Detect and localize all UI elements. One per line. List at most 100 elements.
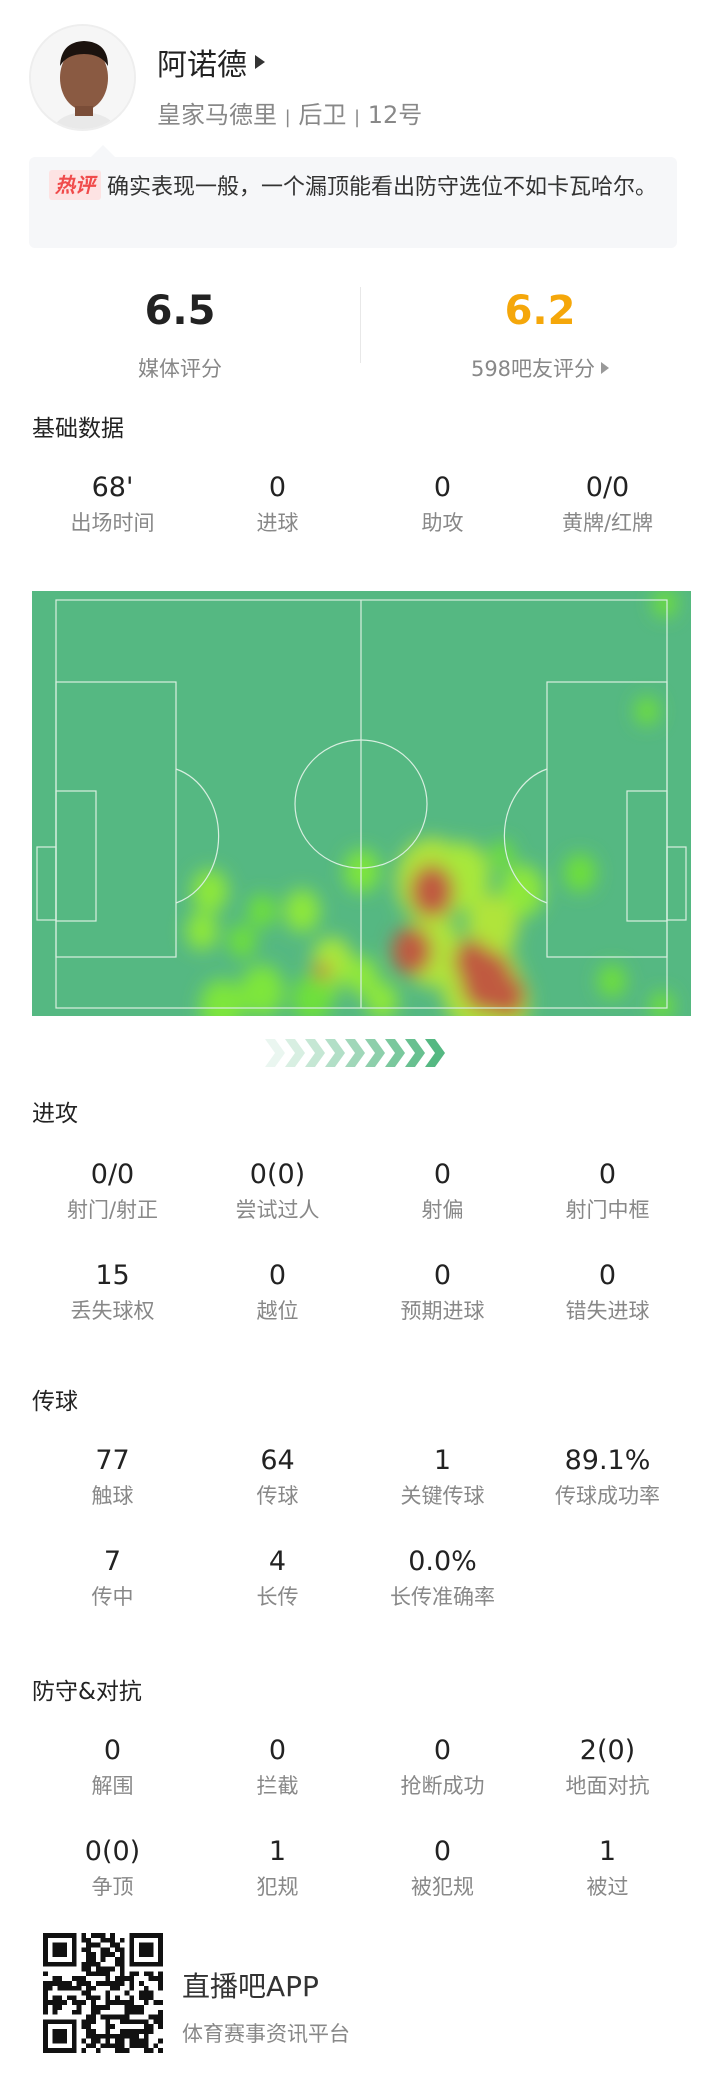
app-qr-code[interactable] [43,1933,163,2053]
separator: | [284,107,291,128]
chevron-right-icon [305,1039,325,1067]
stat-label: 出场时间 [70,511,155,535]
heat-blob [292,975,332,1016]
section-title-passing: 传球 [32,1389,78,1415]
stat-label: 越位 [256,1299,299,1323]
media-rating-value: 6.5 [144,288,216,334]
heat-blob [635,696,659,726]
heat-blob [228,924,256,958]
stat-value: 0 [433,472,452,503]
chevron-right-icon [425,1039,445,1067]
heat-blob [344,849,380,893]
stat-passing: 77 触球 [30,1445,195,1509]
stat-label: 尝试过人 [235,1198,320,1222]
chevron-right-icon [325,1039,345,1067]
defense-stats: 0 解围 0 拦截 0 抢断成功 2(0) 地面对抗 0(0) 争顶 1 犯规 0 被犯规 1 被过 [30,1735,690,1900]
heat-blob [248,894,276,928]
chevron-right-icon [405,1039,425,1067]
stat-defense: 1 犯规 [195,1836,360,1900]
basic-stats: 68' 出场时间 0 进球 0 助攻 0/0 黄牌/红牌 [30,472,690,536]
stat-label: 解围 [91,1774,134,1798]
chevron-right-icon [265,1039,285,1067]
player-name: 阿诺德 [157,48,247,83]
pitch-lines [36,599,687,1009]
hot-comment-text: 确实表现一般，一个漏顶能看出防守选位不如卡瓦哈尔。 [107,175,658,200]
stat-value: 1 [433,1445,452,1476]
stat-attack: 0/0 射门/射正 [30,1159,195,1223]
app-tagline: 体育赛事资讯平台 [182,2022,350,2046]
separator: | [354,107,361,128]
stat-value: 0 [598,1260,617,1291]
stat-value: 0.0% [408,1546,477,1577]
chevron-right-icon [385,1039,405,1067]
heat-blob [392,927,432,975]
hot-comment-badge: 热评 [49,170,101,200]
stat-label: 射偏 [421,1198,464,1222]
stat-value: 0/0 [90,1159,135,1190]
media-rating-label: 媒体评分 [138,357,222,381]
stat-value: 4 [268,1546,287,1577]
stat-label: 抢断成功 [400,1774,485,1798]
stat-passing: 64 传球 [195,1445,360,1509]
stat-defense: 0(0) 争顶 [30,1836,195,1900]
stat-value: 0 [268,1735,287,1766]
heat-blob [186,911,218,951]
stat-label: 错失进球 [565,1299,650,1323]
player-name-link[interactable]: 阿诺德 [157,40,265,84]
stat-value: 0/0 [585,472,630,503]
stat-label: 黄牌/红牌 [561,511,654,535]
stat-passing: 89.1% 传球成功率 [525,1445,690,1509]
stat-defense: 1 被过 [525,1836,690,1900]
caret-right-icon [255,55,265,69]
stat-label: 助攻 [421,511,464,535]
stat-basic: 0/0 黄牌/红牌 [525,472,690,536]
section-title-basic: 基础数据 [32,416,124,442]
stat-defense: 2(0) 地面对抗 [525,1735,690,1799]
stat-value: 89.1% [564,1445,651,1476]
heat-blob [192,869,228,913]
fan-rating[interactable]: 6.2 598吧友评分 [360,287,720,383]
chevron-right-icon [365,1039,385,1067]
stat-basic: 0 进球 [195,472,360,536]
stat-label: 传球 [256,1484,299,1508]
shirt-number: 12号 [367,101,423,129]
heat-blob [454,939,490,983]
stat-value: 68' [91,472,134,503]
heatmap-pitch [32,591,691,1016]
stat-label: 争顶 [91,1875,134,1899]
stat-passing: 4 长传 [195,1546,360,1610]
stat-value: 15 [95,1260,130,1291]
player-avatar[interactable] [29,24,136,131]
stat-value: 64 [260,1445,295,1476]
heat-blob [500,864,544,918]
stat-value: 0 [268,1260,287,1291]
heat-blob [240,964,284,1016]
stat-defense: 0 抢断成功 [360,1735,525,1799]
hot-comment[interactable]: 热评 确实表现一般，一个漏顶能看出防守选位不如卡瓦哈尔。 [29,145,677,248]
media-rating: 6.5 媒体评分 [0,287,360,383]
stat-defense: 0 拦截 [195,1735,360,1799]
stat-attack: 0(0) 尝试过人 [195,1159,360,1223]
stat-label: 关键传球 [400,1484,485,1508]
stat-label: 拦截 [256,1774,299,1798]
stat-label: 丢失球权 [70,1299,155,1323]
stat-label: 犯规 [256,1875,299,1899]
stat-value: 0 [598,1159,617,1190]
stat-attack: 0 射偏 [360,1159,525,1223]
stat-value: 1 [598,1836,617,1867]
stat-defense: 0 被犯规 [360,1836,525,1900]
stat-passing: 7 传中 [30,1546,195,1610]
stat-value: 0 [433,1836,452,1867]
stat-value: 0 [433,1159,452,1190]
attack-direction-arrows-icon [265,1039,445,1067]
stat-label: 进球 [256,511,299,535]
stat-passing: 0.0% 长传准确率 [360,1546,525,1610]
heat-blob [653,591,677,618]
position: 后卫 [298,101,347,129]
heat-blob [650,991,674,1016]
chevron-right-icon [345,1039,365,1067]
heat-blob [200,979,244,1016]
stat-label: 传球成功率 [555,1484,660,1508]
stat-defense: 0 解围 [30,1735,195,1799]
passing-stats: 77 触球 64 传球 1 关键传球 89.1% 传球成功率 7 传中 4 长传 0.0% 长传准确率 [30,1445,690,1610]
